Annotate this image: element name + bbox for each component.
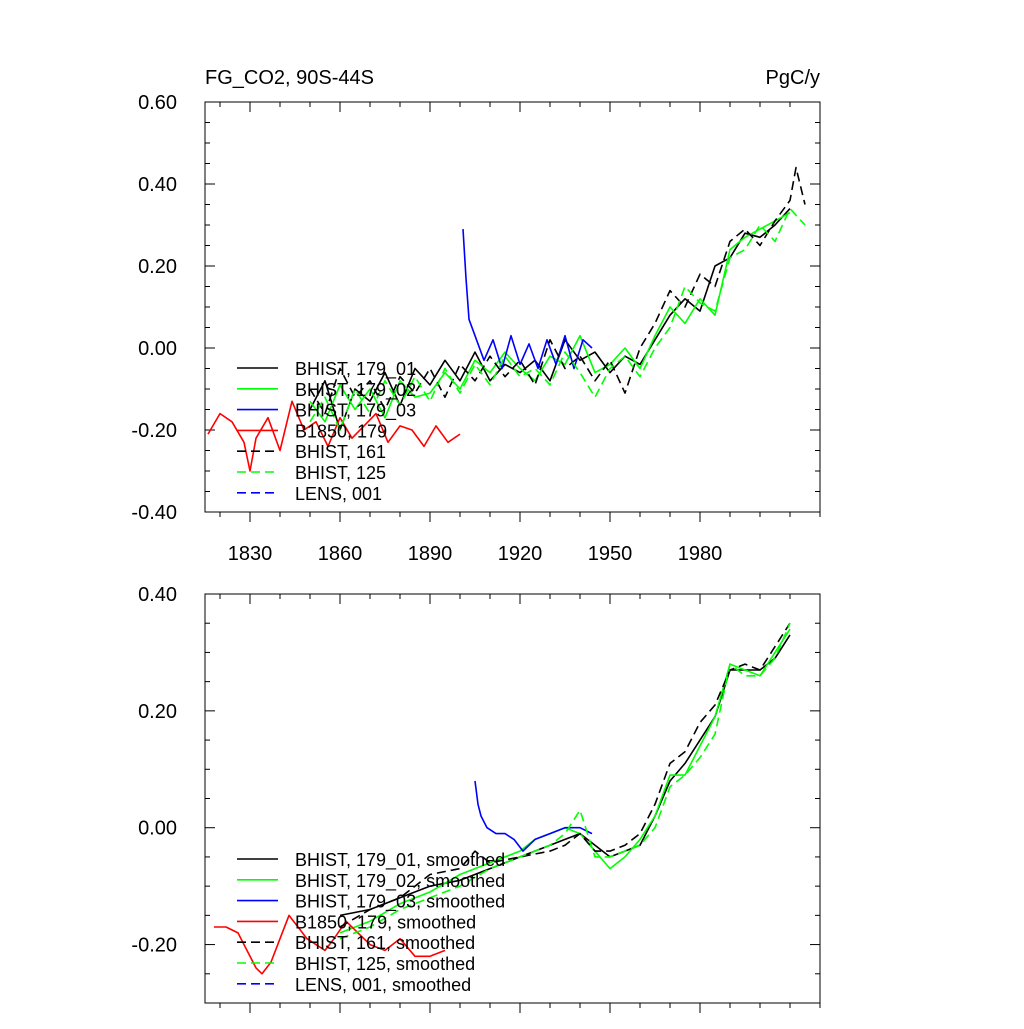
y-tick-label: 0.00: [138, 338, 177, 360]
legend-label: BHIST, 125: [295, 463, 386, 483]
series-line-5: [339, 622, 791, 928]
x-tick-label: 1890: [408, 543, 453, 565]
series-line-3: [474, 780, 593, 852]
legend-label: LENS, 001, smoothed: [295, 975, 471, 995]
legend-label: BHIST, 179_01: [295, 359, 416, 380]
series-line-5: [309, 166, 806, 415]
legend-label: BHIST, 125, smoothed: [295, 954, 475, 974]
x-tick-label: 1920: [498, 543, 543, 565]
legend-label: BHIST, 179_02, smoothed: [295, 871, 505, 892]
legend-label: BHIST, 179_01, smoothed: [295, 850, 505, 871]
x-tick-label: 1950: [588, 543, 633, 565]
series-lines: [214, 622, 791, 975]
legend-label: B1850, 179, smoothed: [295, 912, 476, 932]
y-tick-label: 0.20: [138, 256, 177, 278]
legend-label: BHIST, 179_03, smoothed: [295, 892, 505, 913]
x-tick-label: 1830: [228, 543, 273, 565]
legend-label: BHIST, 179_02: [295, 380, 416, 401]
y-tick-label: -0.20: [131, 420, 177, 442]
series-line-4: [214, 914, 446, 975]
y-tick-label: 0.40: [138, 584, 177, 606]
y-tick-label: 0.60: [138, 92, 177, 114]
x-tick-label: 1860: [318, 543, 363, 565]
y-tick-label: 0.00: [138, 818, 177, 840]
legend-label: B1850, 179: [295, 421, 387, 441]
series-line-1: [339, 634, 791, 917]
chart-units-label: PgC/y: [766, 67, 820, 89]
series-line-6: [309, 207, 806, 431]
legend-label: LENS, 001: [295, 484, 382, 504]
legend-label: BHIST, 179_03: [295, 401, 416, 422]
x-tick-label: 1980: [678, 543, 723, 565]
chart-panel-1: FG_CO2, 90S-44S PgC/y -0.40 -0.20 0.00 0.20 0.…: [131, 67, 821, 565]
series-line-1: [309, 208, 791, 431]
y-tick-label: -0.40: [131, 502, 177, 524]
series-lines: [207, 166, 806, 472]
chart-title: FG_CO2, 90S-44S: [205, 67, 374, 89]
legend-label: BHIST, 161, smoothed: [295, 933, 475, 953]
legend-label: BHIST, 161: [295, 442, 386, 462]
y-tick-label: -0.20: [131, 935, 177, 957]
y-tick-label: 0.20: [138, 701, 177, 723]
y-tick-label: 0.40: [138, 174, 177, 196]
series-line-2: [309, 211, 791, 423]
series-line-3: [462, 229, 593, 370]
chart-panel-2: -0.20 0.00 0.20 0.40 BHIST, 179_01, smoothed…: [131, 584, 821, 1013]
series-line-4: [207, 400, 461, 472]
